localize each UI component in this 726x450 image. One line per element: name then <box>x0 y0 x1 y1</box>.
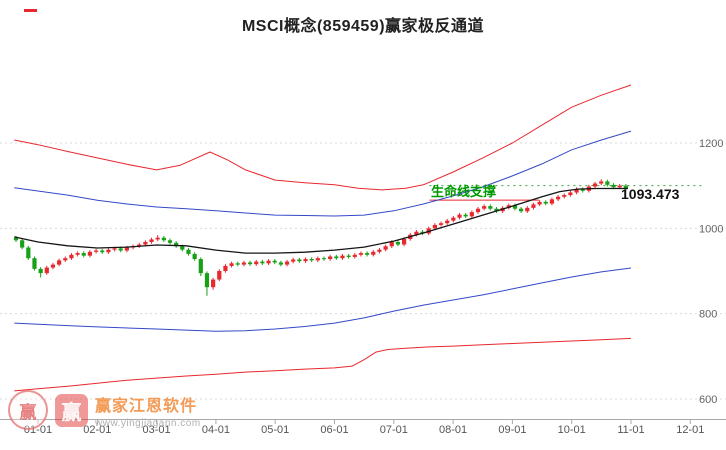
lifeline-support-label: 生命线支撑 <box>431 184 497 199</box>
svg-text:06-01: 06-01 <box>320 424 348 436</box>
window-accent-dash <box>24 9 37 12</box>
watermark-url: www.yingjiagann.com <box>95 417 201 429</box>
upper-red-channel <box>14 84 632 191</box>
brand-logo-icon: 赢 <box>55 393 88 427</box>
svg-text:11-01: 11-01 <box>617 424 644 436</box>
svg-text:08-01: 08-01 <box>439 424 467 436</box>
svg-text:07-01: 07-01 <box>380 424 408 436</box>
svg-text:1200: 1200 <box>699 138 723 150</box>
brand-seal-glyph: 赢 <box>19 402 37 422</box>
lower-red-channel <box>14 337 632 392</box>
svg-text:02-01: 02-01 <box>83 424 111 436</box>
life-line <box>14 187 628 254</box>
brand-seal-icon: 赢 <box>8 390 48 430</box>
svg-text:04-01: 04-01 <box>202 424 230 436</box>
svg-text:09-01: 09-01 <box>498 424 526 436</box>
svg-text:600: 600 <box>699 394 717 406</box>
watermark-brand: 赢家江恩软件 <box>95 397 198 415</box>
chart-title: MSCI概念(859459)赢家极反通道 <box>241 18 485 35</box>
watermark-text-column: 赢家江恩软件 www.yingjiagann.com <box>95 392 201 429</box>
lower-blue-channel <box>14 267 632 332</box>
svg-text:800: 800 <box>699 309 717 321</box>
svg-text:10-01: 10-01 <box>558 424 586 436</box>
lifeline-price-label: 1093.473 <box>621 186 680 202</box>
brand-logo-glyph: 赢 <box>61 401 82 424</box>
svg-text:05-01: 05-01 <box>261 424 289 436</box>
svg-text:03-01: 03-01 <box>143 424 171 436</box>
svg-text:1000: 1000 <box>699 223 723 235</box>
svg-text:12-01: 12-01 <box>676 424 704 436</box>
watermark: 赢 赢 赢家江恩软件 www.yingjiagann.com <box>8 390 201 430</box>
upper-blue-channel <box>14 130 632 217</box>
